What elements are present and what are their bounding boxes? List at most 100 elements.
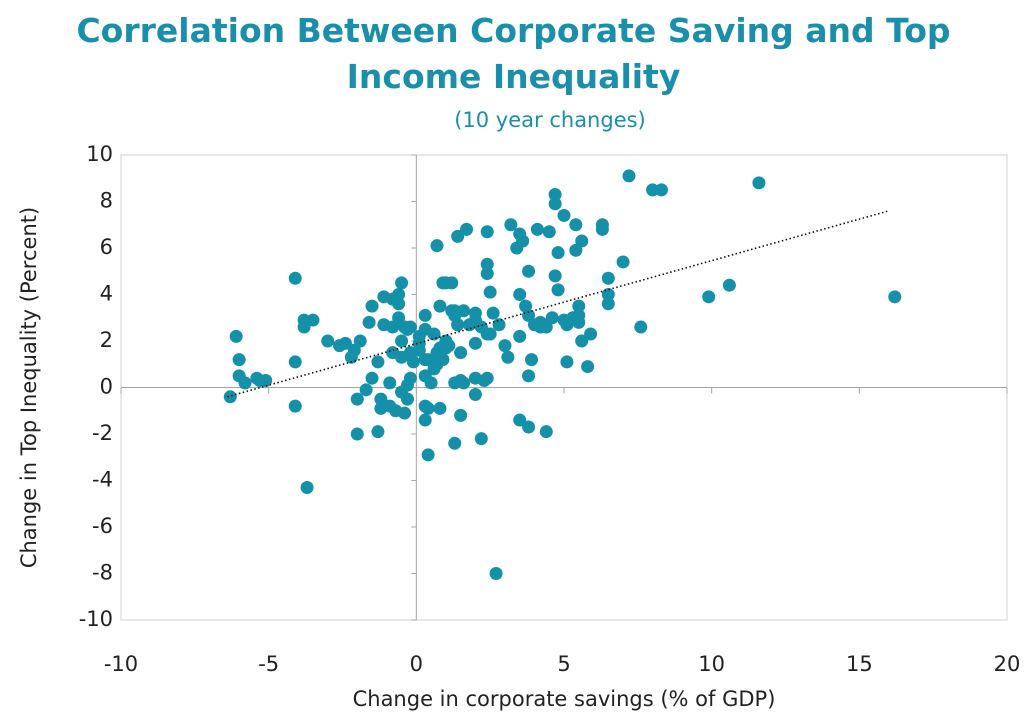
data-point (406, 355, 420, 369)
data-point (654, 183, 668, 197)
data-point (371, 425, 385, 439)
data-point (392, 297, 406, 311)
data-point (480, 225, 494, 239)
data-point (321, 334, 335, 348)
data-point (457, 304, 471, 318)
data-point (584, 327, 598, 341)
data-point (421, 401, 435, 415)
data-point (288, 355, 302, 369)
x-tick-label: -5 (258, 652, 279, 676)
data-point (347, 343, 361, 357)
data-point (486, 306, 500, 320)
data-point (442, 339, 456, 353)
y-tick-label: -6 (92, 514, 113, 538)
data-point (448, 436, 462, 450)
y-tick-label: -8 (92, 561, 113, 585)
data-point (722, 278, 736, 292)
data-point (232, 353, 246, 367)
data-point (424, 376, 438, 390)
x-tick-label: 5 (557, 652, 570, 676)
data-point (418, 308, 432, 322)
data-point (489, 567, 503, 580)
data-point (575, 334, 589, 348)
data-point (418, 413, 432, 427)
data-point (752, 176, 766, 190)
data-point (427, 327, 441, 341)
data-point (545, 311, 559, 325)
data-point (460, 222, 474, 236)
data-point (513, 413, 527, 427)
data-point (436, 353, 450, 367)
data-point (581, 360, 595, 374)
data-point (522, 308, 536, 322)
data-point (400, 392, 414, 406)
data-point (480, 257, 494, 271)
data-point (569, 243, 583, 257)
data-point (395, 276, 409, 290)
data-point (548, 269, 562, 283)
data-point (403, 320, 417, 334)
data-point (634, 320, 648, 334)
data-point (483, 327, 497, 341)
data-point (457, 376, 471, 390)
data-point (433, 299, 447, 313)
y-tick-label: -2 (92, 421, 113, 445)
data-point (702, 290, 716, 304)
data-point (454, 346, 468, 360)
data-point (451, 229, 465, 243)
x-tick-label: 0 (410, 652, 423, 676)
data-point (522, 420, 536, 434)
y-tick-label: 10 (86, 142, 113, 166)
x-tick-label: -10 (104, 652, 138, 676)
data-point (353, 334, 367, 348)
x-axis-label: Change in corporate savings (% of GDP) (353, 687, 776, 711)
data-point (386, 320, 400, 334)
data-point (480, 267, 494, 281)
data-point (371, 355, 385, 369)
data-point (468, 336, 482, 350)
y-tick-label: 2 (100, 328, 113, 352)
data-point (445, 276, 459, 290)
x-tick-label: 15 (846, 652, 873, 676)
data-point (539, 320, 553, 334)
data-point (288, 271, 302, 285)
data-point (601, 271, 615, 285)
data-point (542, 225, 556, 239)
data-point (392, 288, 406, 301)
data-point (483, 285, 497, 299)
y-tick-label: 4 (100, 282, 113, 306)
data-point (350, 427, 364, 441)
data-point (560, 355, 574, 369)
y-tick-label: 0 (100, 375, 113, 399)
data-point (300, 480, 314, 494)
y-axis-label: Change in Top Inequality (Percent) (17, 207, 41, 568)
data-point (238, 376, 252, 390)
chart-subtitle: (10 year changes) (454, 108, 646, 132)
data-point (501, 350, 515, 364)
data-point (383, 376, 397, 390)
data-point (498, 339, 512, 353)
y-tick-label: -4 (92, 468, 113, 492)
data-point (288, 399, 302, 413)
data-point (522, 369, 536, 383)
data-point (421, 448, 435, 462)
data-point (595, 218, 609, 232)
data-point (539, 425, 553, 439)
data-point (338, 336, 352, 350)
data-point (525, 353, 539, 367)
data-point (365, 371, 379, 385)
data-point (392, 311, 406, 325)
data-point (492, 318, 506, 332)
data-point (548, 197, 562, 211)
y-tick-label: 6 (100, 235, 113, 259)
data-point (575, 234, 589, 248)
data-point (365, 299, 379, 313)
data-point (433, 401, 447, 415)
data-point (572, 299, 586, 313)
data-point (359, 383, 373, 397)
data-point (430, 239, 444, 253)
data-point (513, 227, 527, 241)
data-point (513, 329, 527, 343)
